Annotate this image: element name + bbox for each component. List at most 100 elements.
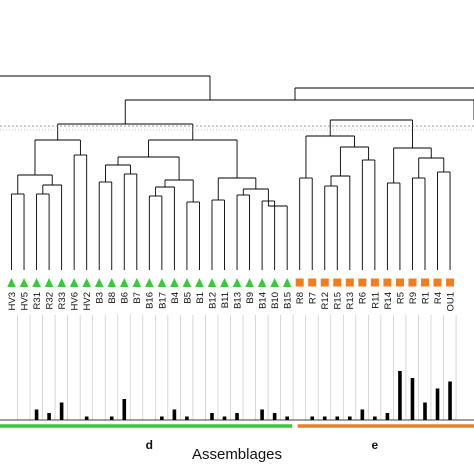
marker-triangle: [44, 278, 54, 287]
marker-square: [395, 278, 404, 287]
abundance-bar: [448, 381, 452, 420]
marker-triangle: [7, 278, 16, 287]
marker-square: [446, 278, 455, 287]
sample-label: R13: [345, 292, 356, 309]
sample-label: B10: [270, 292, 281, 309]
sample-label: R32: [44, 292, 55, 309]
marker-triangle: [119, 278, 129, 287]
sample-label: B11: [220, 292, 231, 308]
abundance-bar: [222, 416, 227, 420]
sample-label: R4: [433, 292, 444, 304]
sample-label: B9: [245, 292, 256, 304]
marker-square: [345, 278, 354, 287]
marker-square: [358, 278, 367, 287]
sample-label: B12: [207, 292, 218, 309]
abundance-bar: [360, 409, 365, 420]
abundance-bar: [285, 416, 289, 420]
sample-label: R8: [295, 292, 306, 304]
marker-triangle: [57, 278, 66, 287]
marker-square: [420, 278, 429, 287]
abundance-bar: [109, 416, 114, 420]
abundance-bar: [122, 399, 127, 420]
sample-label: R33: [57, 292, 68, 309]
abundance-bar: [260, 409, 264, 420]
marker-triangle: [257, 278, 267, 287]
sample-label: B17: [157, 292, 168, 309]
marker-triangle: [195, 278, 204, 287]
sample-label: R31: [32, 292, 43, 309]
sample-label: R5: [395, 292, 406, 304]
marker-triangle: [32, 278, 41, 287]
marker-square: [308, 278, 317, 287]
sample-label: R12: [320, 292, 331, 309]
sample-label: R15: [333, 292, 344, 309]
abundance-bar: [185, 416, 189, 420]
marker-triangle: [207, 278, 217, 287]
sample-label: B6: [120, 292, 131, 304]
sample-label: R1: [420, 292, 431, 304]
sample-label: OU1: [445, 292, 456, 312]
abundance-bar: [310, 416, 315, 420]
marker-triangle: [19, 278, 29, 287]
cluster-dendrogram: [0, 75, 474, 270]
marker-square: [370, 278, 379, 287]
abundance-bar: [47, 413, 51, 420]
abundance-bar: [34, 409, 39, 420]
sample-label: B15: [283, 292, 294, 309]
marker-triangle: [157, 278, 167, 287]
abundance-bar: [423, 402, 427, 420]
marker-triangle: [107, 278, 117, 287]
marker-triangle: [69, 278, 79, 287]
sample-label: B14: [258, 292, 269, 309]
abundance-bar-chart: [0, 315, 474, 421]
sample-label: R9: [408, 292, 419, 304]
sample-labels: HV3 HV5 R31 R32 R33 HV6 HV2 B3 B8 B6 B7 B16 B17 B4 B5 B…: [7, 292, 457, 312]
sample-label: B7: [132, 292, 143, 304]
marker-square: [320, 278, 329, 287]
marker-triangle: [232, 278, 242, 287]
abundance-bar: [348, 416, 352, 420]
assemblage-letter: d: [146, 438, 153, 452]
sample-label: HV6: [70, 292, 81, 310]
abundance-bar: [160, 416, 164, 420]
sample-label: R11: [370, 292, 381, 309]
marker-triangle: [82, 278, 91, 287]
abundance-bar: [398, 371, 402, 420]
sample-label: R6: [358, 292, 369, 304]
marker-square: [433, 278, 442, 287]
abundance-bar: [210, 413, 214, 420]
marker-triangle: [245, 278, 254, 287]
x-axis-title: Assemblages: [191, 446, 283, 463]
marker-triangle: [270, 278, 279, 287]
sample-label: B16: [145, 292, 156, 309]
abundance-bar: [373, 416, 377, 420]
assemblage-letter: e: [372, 438, 379, 452]
abundance-bar: [322, 416, 327, 420]
marker-square: [295, 278, 304, 287]
abundance-bar: [59, 402, 64, 420]
assemblage-markers: [7, 278, 455, 287]
marker-triangle: [220, 278, 229, 287]
abundance-bar: [385, 413, 390, 420]
abundance-bar: [84, 416, 89, 420]
marker-square: [408, 278, 417, 287]
sample-label: B13: [232, 292, 243, 309]
sample-label: R7: [308, 292, 319, 304]
sample-label: R14: [383, 292, 394, 309]
abundance-bar: [235, 413, 239, 420]
abundance-bar: [172, 409, 177, 420]
abundance-bar: [435, 388, 440, 420]
abundance-bar: [272, 413, 277, 420]
marker-triangle: [170, 278, 179, 287]
sample-label: B8: [107, 292, 118, 304]
sample-label: HV5: [19, 292, 30, 310]
sample-label: HV2: [82, 292, 93, 310]
marker-triangle: [145, 278, 154, 287]
marker-triangle: [282, 278, 292, 287]
sample-label: B4: [170, 292, 181, 304]
marker-triangle: [94, 278, 104, 287]
abundance-bar: [335, 416, 340, 420]
marker-triangle: [132, 278, 142, 287]
